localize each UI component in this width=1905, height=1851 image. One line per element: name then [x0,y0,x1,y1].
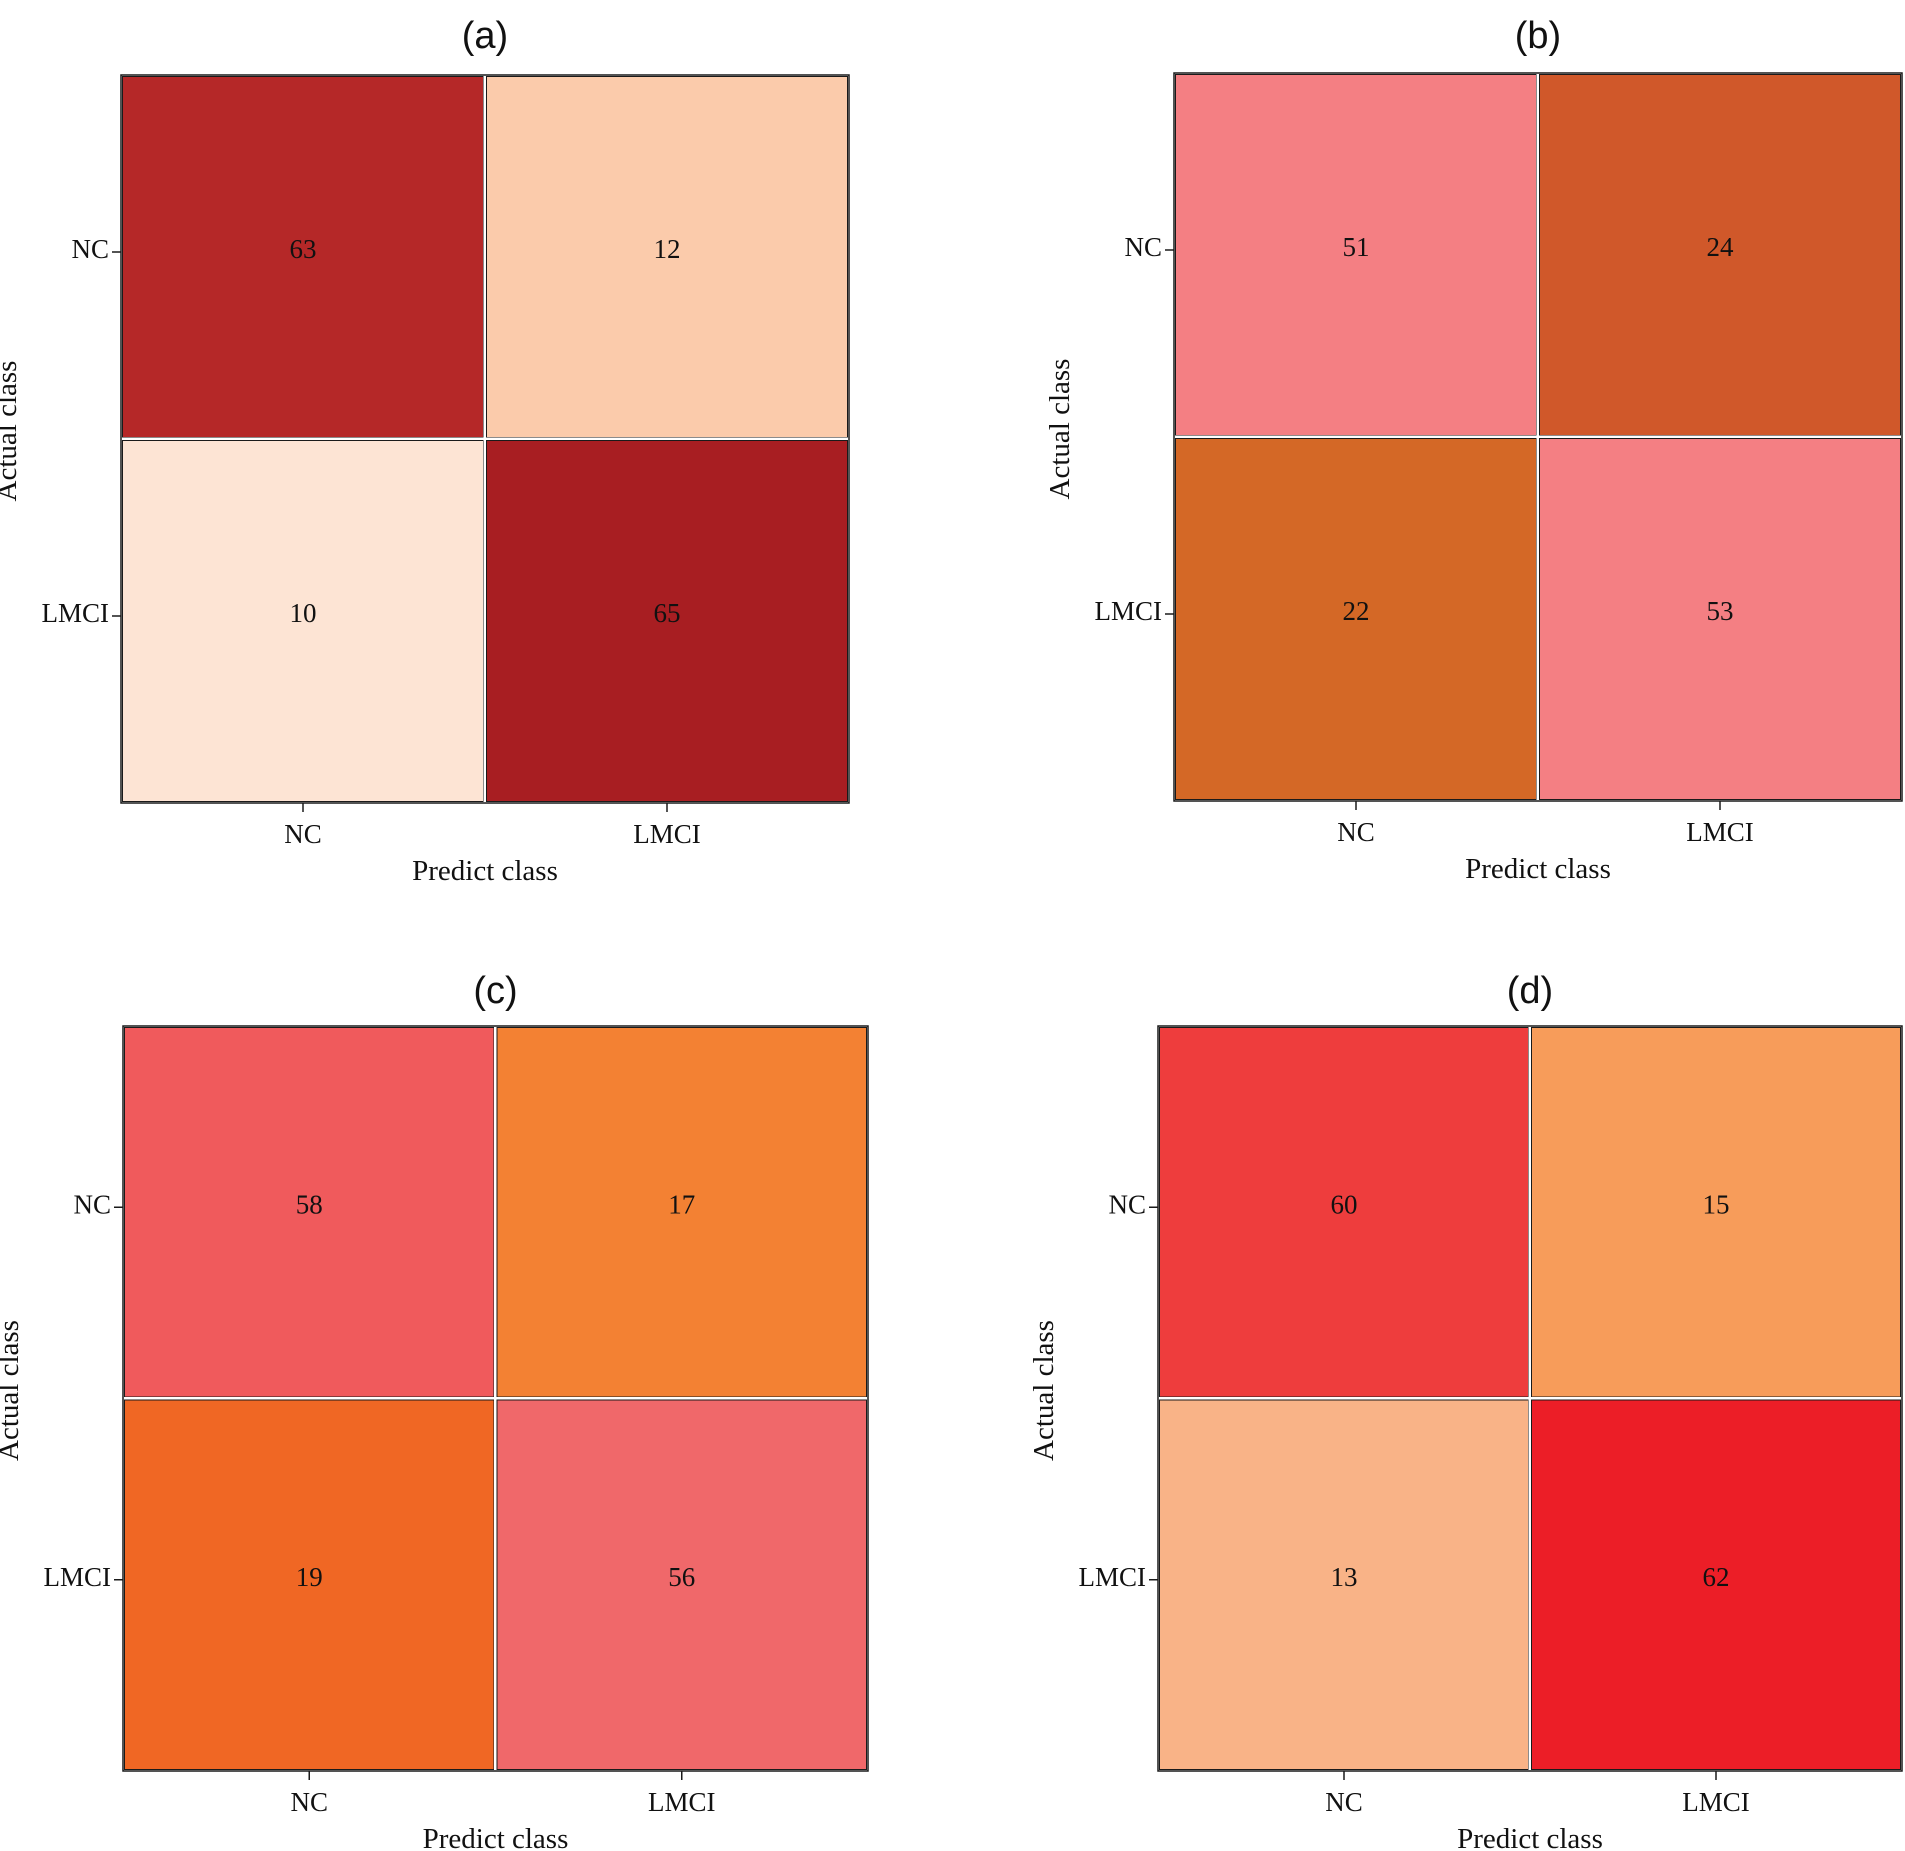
x-tick-label: NC [1337,817,1375,847]
y-tick-label: NC [71,234,109,264]
cell-value: 56 [668,1562,695,1592]
matrix-cell [119,437,487,805]
panel-title: (d) [1507,970,1553,1012]
y-tick-label: LMCI [1095,596,1163,626]
panel-title: (b) [1515,15,1561,57]
y-axis-label: Actual class [1044,359,1076,500]
y-tick-label: LMCI [1079,1562,1147,1592]
x-tick-label: NC [290,1787,328,1817]
cell-border [496,1399,867,1770]
panel-b: (b) 51 24 22 53 NC LMCI NC LMCI Predict class Actu… [1044,15,1904,885]
cell-value: 53 [1707,596,1734,626]
x-axis-label: Predict class [1465,853,1611,885]
matrix-cell [1528,1397,1904,1773]
y-tick-label: LMCI [44,1562,112,1592]
cell-value: 13 [1331,1562,1358,1592]
matrix-cell [121,1397,497,1773]
y-axis-label: Actual class [1028,1320,1060,1461]
matrix-frame [120,74,850,804]
y-tick-label: NC [1124,232,1162,262]
cell-value: 63 [290,234,317,264]
matrix-cell [1156,1397,1532,1773]
matrix-cell [119,73,487,441]
matrix-cell [483,437,851,805]
y-axis-label: Actual class [0,1320,25,1461]
matrix-cell [1528,1024,1904,1400]
panel-d: (d) 60 15 13 62 NC LMCI NC LMCI Predict class Actu… [1028,970,1904,1851]
x-tick-label: LMCI [1682,1787,1750,1817]
y-tick-label: NC [1108,1189,1146,1219]
cell-border [1531,1399,1901,1770]
cell-value: 51 [1343,232,1370,262]
cell-border [486,440,848,802]
cell-value: 65 [654,598,681,628]
cell-value: 58 [296,1189,323,1219]
y-tick-label: LMCI [42,598,110,628]
matrix-cell [494,1024,870,1400]
cell-value: 15 [1703,1189,1730,1219]
cell-value: 12 [654,234,681,264]
matrix-cell [1172,71,1540,439]
cell-value: 10 [290,598,317,628]
matrix-frame [122,1025,869,1772]
x-tick-label: NC [284,819,322,849]
panel-c: (c) 58 17 19 56 NC LMCI NC LMCI Predict class Actu… [0,970,870,1851]
panel-title: (a) [462,15,508,57]
x-tick-label: NC [1325,1787,1363,1817]
matrix-cell [494,1397,870,1773]
x-tick-label: LMCI [633,819,701,849]
x-tick-label: LMCI [1686,817,1754,847]
matrix-cell [483,73,851,441]
x-axis-label: Predict class [1457,1823,1603,1851]
cell-value: 60 [1331,1189,1358,1219]
cell-value: 24 [1707,232,1735,262]
cell-border [1539,438,1901,800]
panel-title: (c) [473,970,517,1012]
matrix-frame [1157,1025,1903,1772]
cell-value: 17 [668,1189,695,1219]
matrix-frame [1173,72,1903,802]
y-tick-label: NC [73,1189,111,1219]
panel-a: (a) 63 12 10 65 NC LMCI NC LMCI Predict class Actu… [0,15,851,887]
cell-value: 62 [1703,1562,1730,1592]
cell-value: 22 [1343,596,1370,626]
x-axis-label: Predict class [423,1823,569,1851]
x-axis-label: Predict class [412,855,558,887]
x-tick-label: LMCI [648,1787,716,1817]
y-axis-label: Actual class [0,361,23,502]
matrix-cell [1172,435,1540,803]
matrix-cell [1536,435,1904,803]
cell-value: 19 [296,1562,323,1592]
